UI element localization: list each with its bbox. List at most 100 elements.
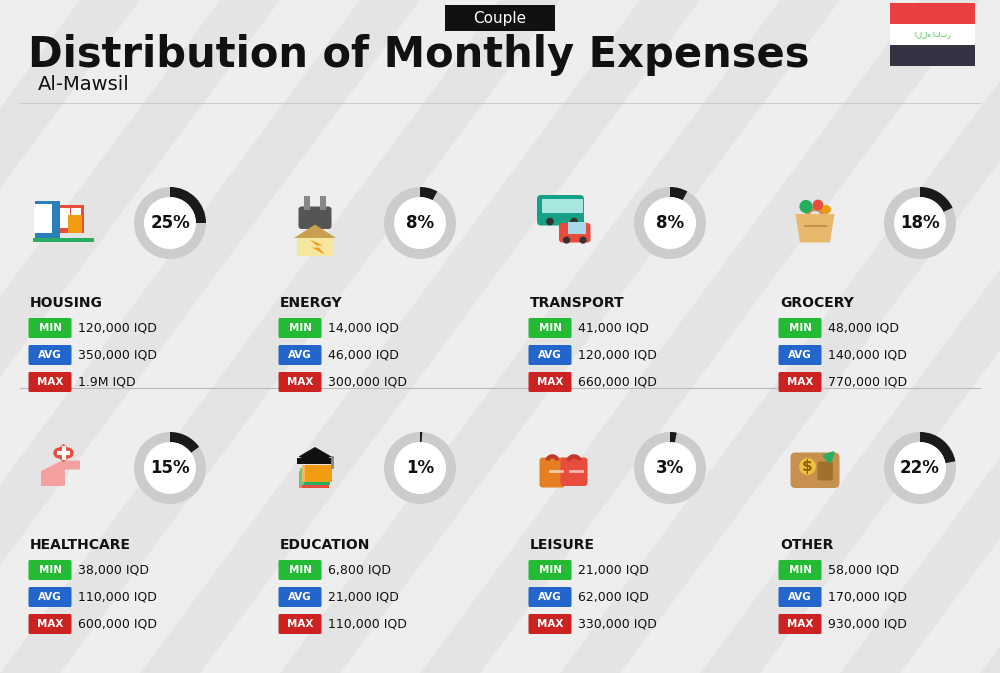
- FancyBboxPatch shape: [528, 345, 572, 365]
- Text: MIN: MIN: [38, 323, 62, 333]
- Text: AVG: AVG: [38, 592, 62, 602]
- Circle shape: [813, 200, 823, 211]
- FancyBboxPatch shape: [300, 468, 330, 485]
- FancyBboxPatch shape: [60, 218, 70, 228]
- FancyBboxPatch shape: [528, 372, 572, 392]
- Text: 46,000 IQD: 46,000 IQD: [328, 349, 399, 361]
- Text: EDUCATION: EDUCATION: [280, 538, 370, 552]
- FancyBboxPatch shape: [278, 587, 322, 607]
- FancyBboxPatch shape: [778, 560, 822, 580]
- Text: MAX: MAX: [787, 619, 813, 629]
- FancyBboxPatch shape: [28, 560, 72, 580]
- Text: $: $: [802, 459, 813, 474]
- FancyBboxPatch shape: [568, 221, 586, 234]
- Circle shape: [894, 442, 946, 494]
- Text: 120,000 IQD: 120,000 IQD: [578, 349, 657, 361]
- Polygon shape: [700, 0, 1000, 673]
- Text: 300,000 IQD: 300,000 IQD: [328, 376, 407, 388]
- Circle shape: [546, 217, 554, 225]
- Polygon shape: [280, 0, 840, 673]
- Text: MAX: MAX: [287, 377, 313, 387]
- FancyBboxPatch shape: [28, 614, 72, 634]
- FancyBboxPatch shape: [60, 209, 70, 219]
- Text: AVG: AVG: [38, 350, 62, 360]
- Text: 110,000 IQD: 110,000 IQD: [78, 590, 157, 604]
- Circle shape: [644, 197, 696, 249]
- FancyBboxPatch shape: [35, 201, 60, 241]
- FancyBboxPatch shape: [278, 345, 322, 365]
- FancyBboxPatch shape: [890, 3, 975, 24]
- FancyBboxPatch shape: [559, 223, 590, 242]
- Text: AVG: AVG: [288, 592, 312, 602]
- Text: 8%: 8%: [406, 214, 434, 232]
- FancyBboxPatch shape: [278, 614, 322, 634]
- Wedge shape: [920, 187, 953, 212]
- Circle shape: [63, 448, 74, 458]
- FancyBboxPatch shape: [572, 199, 583, 213]
- FancyBboxPatch shape: [537, 195, 584, 225]
- FancyBboxPatch shape: [563, 199, 574, 213]
- Text: 600,000 IQD: 600,000 IQD: [78, 618, 157, 631]
- Text: Couple: Couple: [473, 11, 527, 26]
- Polygon shape: [0, 0, 280, 673]
- Polygon shape: [41, 460, 80, 486]
- Polygon shape: [980, 0, 1000, 673]
- Wedge shape: [170, 187, 206, 223]
- FancyBboxPatch shape: [302, 465, 332, 481]
- Circle shape: [394, 197, 446, 249]
- Polygon shape: [796, 214, 834, 242]
- Text: 3%: 3%: [656, 459, 684, 477]
- FancyBboxPatch shape: [297, 238, 333, 256]
- Text: MIN: MIN: [788, 323, 812, 333]
- FancyBboxPatch shape: [297, 458, 333, 464]
- FancyBboxPatch shape: [542, 199, 553, 213]
- FancyBboxPatch shape: [818, 462, 833, 481]
- Text: 330,000 IQD: 330,000 IQD: [578, 618, 657, 631]
- Text: AVG: AVG: [788, 350, 812, 360]
- Text: MIN: MIN: [788, 565, 812, 575]
- Wedge shape: [634, 187, 706, 259]
- FancyBboxPatch shape: [302, 465, 305, 481]
- Text: AVG: AVG: [538, 592, 562, 602]
- Polygon shape: [0, 0, 560, 673]
- Wedge shape: [384, 187, 456, 259]
- FancyBboxPatch shape: [28, 318, 72, 338]
- FancyBboxPatch shape: [778, 587, 822, 607]
- Circle shape: [144, 197, 196, 249]
- Text: 1.9M IQD: 1.9M IQD: [78, 376, 136, 388]
- Polygon shape: [840, 0, 1000, 673]
- Text: 62,000 IQD: 62,000 IQD: [578, 590, 649, 604]
- Text: 930,000 IQD: 930,000 IQD: [828, 618, 907, 631]
- Text: GROCERY: GROCERY: [780, 296, 854, 310]
- Text: OTHER: OTHER: [780, 538, 833, 552]
- Text: MAX: MAX: [37, 619, 63, 629]
- Text: 38,000 IQD: 38,000 IQD: [78, 563, 149, 577]
- FancyBboxPatch shape: [300, 468, 304, 485]
- Text: 58,000 IQD: 58,000 IQD: [828, 563, 899, 577]
- FancyBboxPatch shape: [60, 205, 84, 233]
- Text: AVG: AVG: [538, 350, 562, 360]
- Polygon shape: [53, 444, 74, 462]
- FancyBboxPatch shape: [28, 345, 72, 365]
- Text: 21,000 IQD: 21,000 IQD: [578, 563, 649, 577]
- Text: 140,000 IQD: 140,000 IQD: [828, 349, 907, 361]
- Polygon shape: [140, 0, 700, 673]
- FancyBboxPatch shape: [304, 195, 310, 209]
- Polygon shape: [420, 0, 980, 673]
- Polygon shape: [0, 0, 140, 673]
- Circle shape: [394, 442, 446, 494]
- Circle shape: [644, 442, 696, 494]
- Wedge shape: [634, 432, 706, 504]
- Text: 18%: 18%: [900, 214, 940, 232]
- Text: 41,000 IQD: 41,000 IQD: [578, 322, 649, 334]
- Wedge shape: [670, 187, 687, 201]
- Text: 6,800 IQD: 6,800 IQD: [328, 563, 391, 577]
- Text: MAX: MAX: [37, 377, 63, 387]
- FancyBboxPatch shape: [790, 452, 840, 488]
- Text: 21,000 IQD: 21,000 IQD: [328, 590, 399, 604]
- FancyBboxPatch shape: [298, 471, 328, 487]
- Text: Distribution of Monthly Expenses: Distribution of Monthly Expenses: [28, 34, 810, 76]
- Text: MAX: MAX: [287, 619, 313, 629]
- FancyBboxPatch shape: [28, 372, 72, 392]
- FancyBboxPatch shape: [298, 471, 302, 487]
